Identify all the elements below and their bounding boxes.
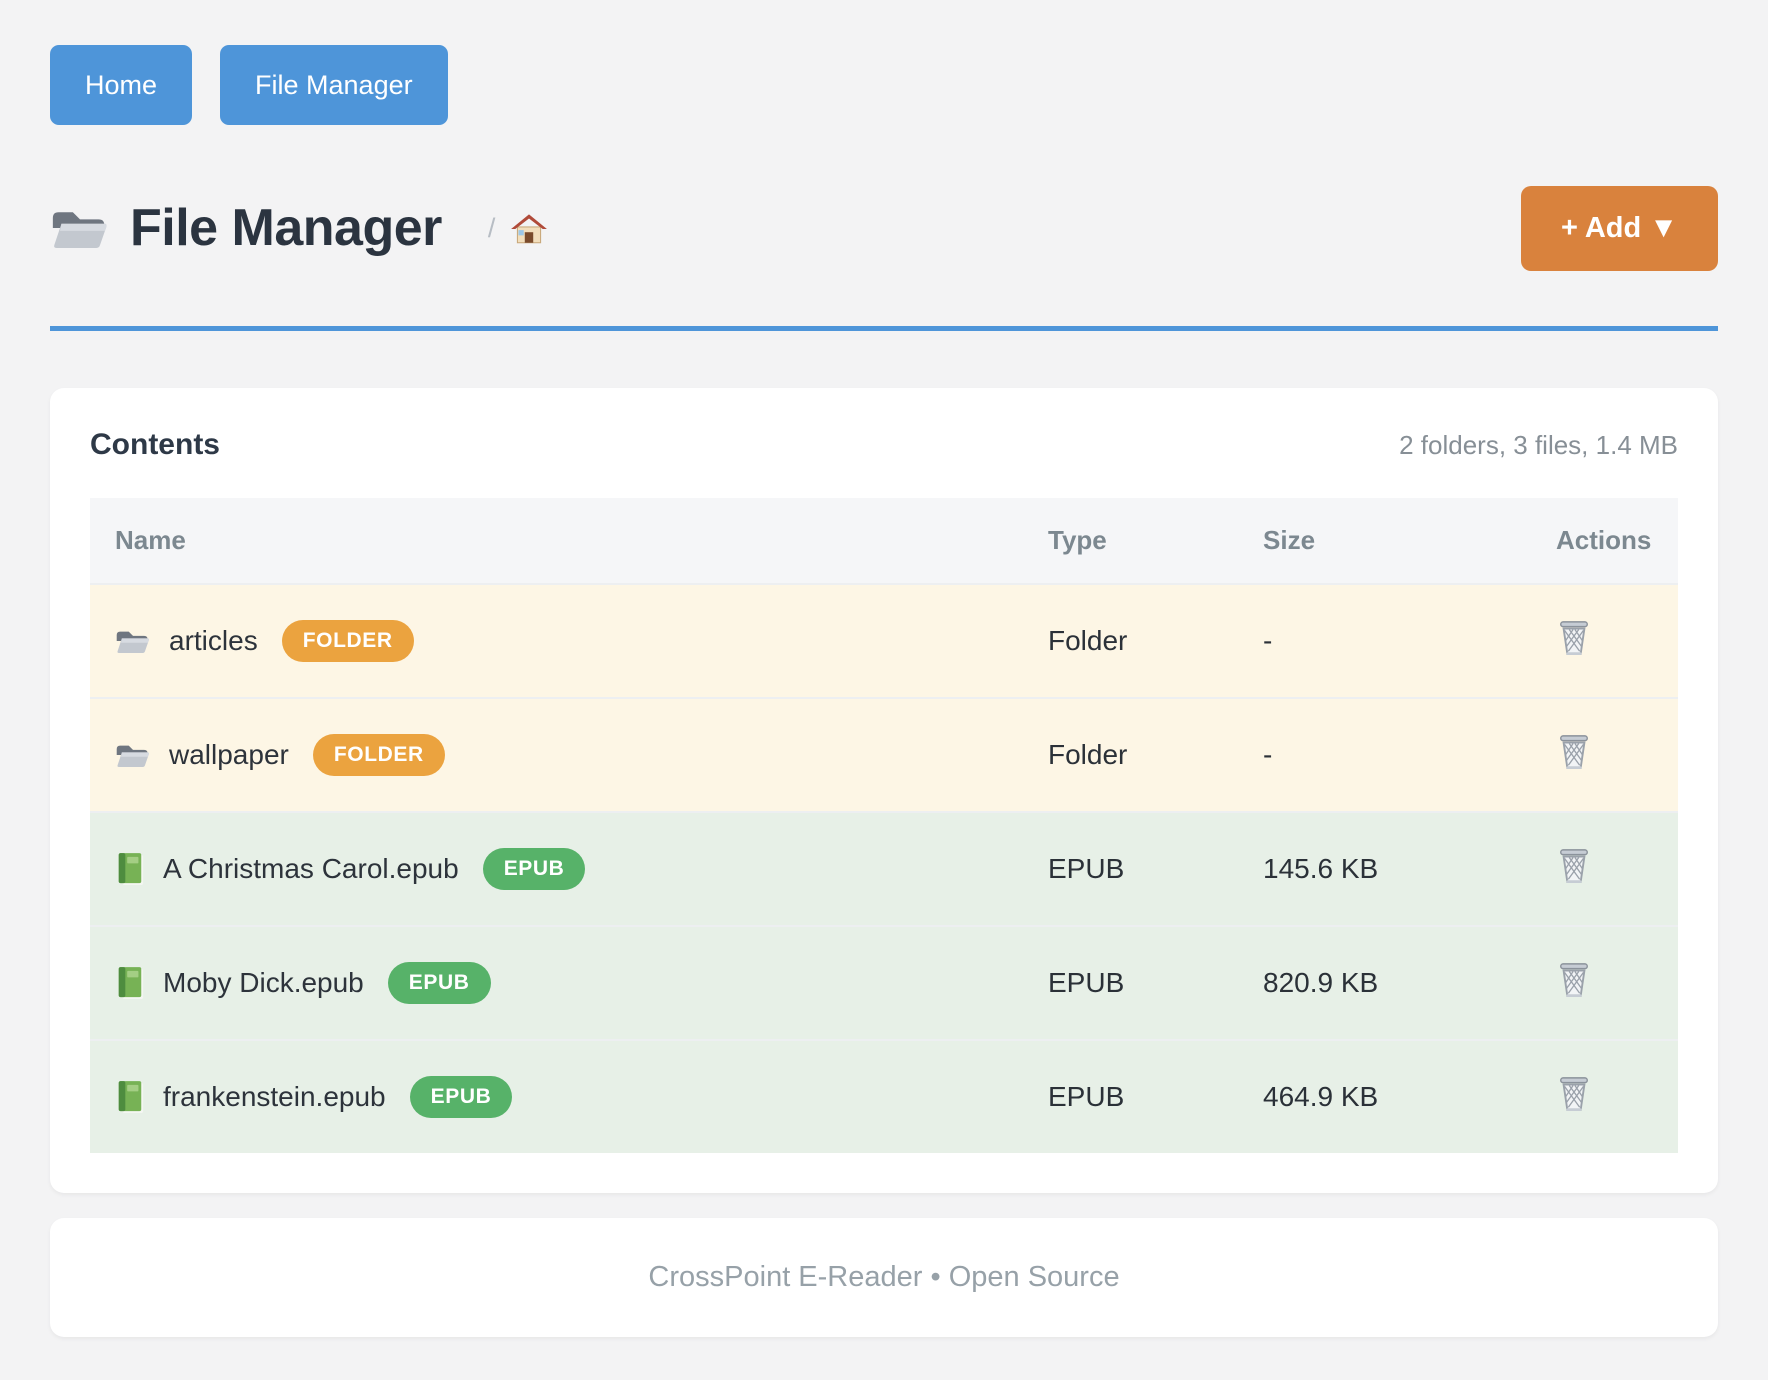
delete-button[interactable]	[1556, 846, 1592, 886]
trash-icon	[1556, 732, 1592, 772]
panel-title: Contents	[90, 428, 220, 461]
file-type: EPUB	[1048, 967, 1125, 998]
file-type: Folder	[1048, 625, 1128, 656]
file-size: -	[1263, 739, 1273, 770]
trash-icon	[1556, 618, 1592, 658]
trash-icon	[1556, 960, 1592, 1000]
file-size: 145.6 KB	[1263, 853, 1379, 884]
column-header-size: Size	[1263, 525, 1316, 555]
breadcrumb: /	[488, 210, 550, 246]
delete-button[interactable]	[1556, 732, 1592, 772]
contents-summary: 2 folders, 3 files, 1.4 MB	[1399, 430, 1678, 460]
file-size: 820.9 KB	[1263, 967, 1379, 998]
file-name[interactable]: wallpaper	[169, 739, 289, 770]
trash-icon	[1556, 846, 1592, 886]
type-badge: FOLDER	[312, 734, 445, 776]
delete-button[interactable]	[1556, 960, 1592, 1000]
column-header-name: Name	[115, 525, 186, 555]
table-body: articles FOLDER Folder - wallpaper FOLDE…	[90, 583, 1678, 1153]
folder-icon	[50, 204, 110, 252]
folder-icon	[115, 627, 151, 655]
table-row: articles FOLDER Folder -	[90, 583, 1678, 697]
header-divider	[50, 326, 1718, 331]
book-icon	[115, 851, 145, 887]
breadcrumb-separator: /	[487, 212, 496, 243]
file-name[interactable]: Moby Dick.epub	[163, 967, 364, 998]
book-icon	[115, 1079, 145, 1115]
type-badge: FOLDER	[281, 620, 414, 662]
table-row: A Christmas Carol.epub EPUB EPUB 145.6 K…	[90, 811, 1678, 925]
home-nav-button[interactable]: Home	[50, 45, 193, 125]
delete-button[interactable]	[1556, 1074, 1592, 1114]
file-manager-nav-button[interactable]: File Manager	[220, 45, 448, 125]
top-navigation: Home File Manager	[0, 0, 1768, 125]
table-row: wallpaper FOLDER Folder -	[90, 697, 1678, 811]
folder-icon	[115, 741, 151, 769]
home-icon[interactable]	[509, 210, 549, 246]
add-button[interactable]: + Add ▼	[1520, 185, 1718, 271]
table-row: Moby Dick.epub EPUB EPUB 820.9 KB	[90, 925, 1678, 1039]
column-header-actions: Actions	[1556, 525, 1652, 555]
file-name[interactable]: frankenstein.epub	[163, 1081, 386, 1112]
file-size: -	[1263, 625, 1273, 656]
file-name[interactable]: articles	[169, 625, 258, 656]
file-type: EPUB	[1048, 1081, 1125, 1112]
book-icon	[115, 965, 145, 1001]
type-badge: EPUB	[409, 1076, 513, 1118]
type-badge: EPUB	[387, 962, 491, 1004]
file-table: Name Type Size Actions articles FOLDER F…	[90, 498, 1678, 1153]
file-size: 464.9 KB	[1263, 1081, 1379, 1112]
file-type: EPUB	[1048, 853, 1125, 884]
file-type: Folder	[1048, 739, 1128, 770]
page-title: File Manager	[130, 199, 442, 257]
footer-text: CrossPoint E-Reader • Open Source	[648, 1261, 1120, 1293]
file-name[interactable]: A Christmas Carol.epub	[163, 853, 459, 884]
page-header: File Manager / + Add ▼	[50, 185, 1718, 271]
delete-button[interactable]	[1556, 618, 1592, 658]
contents-card: Contents 2 folders, 3 files, 1.4 MB Name…	[50, 388, 1718, 1193]
footer: CrossPoint E-Reader • Open Source	[50, 1218, 1718, 1337]
table-header-row: Name Type Size Actions	[90, 498, 1678, 583]
trash-icon	[1556, 1074, 1592, 1114]
column-header-type: Type	[1048, 525, 1107, 555]
table-row: frankenstein.epub EPUB EPUB 464.9 KB	[90, 1039, 1678, 1153]
type-badge: EPUB	[482, 848, 586, 890]
